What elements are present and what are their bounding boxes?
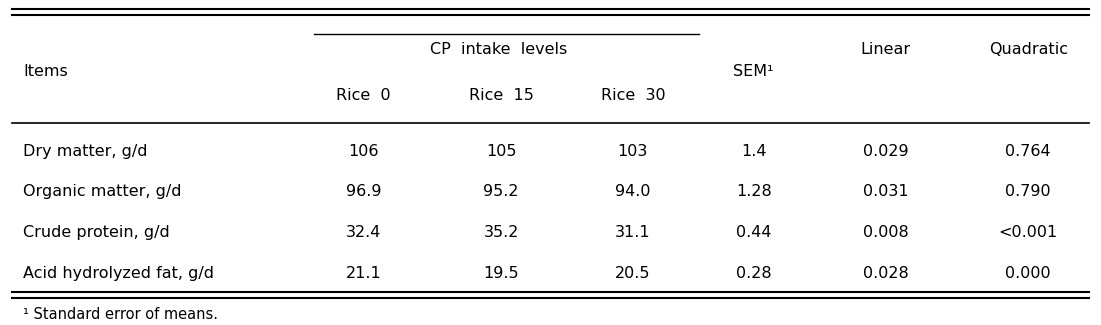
Text: Rice  30: Rice 30 [600,87,665,103]
Text: 0.28: 0.28 [735,266,772,280]
Text: 0.028: 0.028 [862,266,908,280]
Text: 96.9: 96.9 [346,184,382,199]
Text: SEM¹: SEM¹ [733,64,774,79]
Text: Dry matter, g/d: Dry matter, g/d [23,144,148,159]
Text: 32.4: 32.4 [346,225,381,240]
Text: 0.029: 0.029 [863,144,908,159]
Text: 95.2: 95.2 [483,184,519,199]
Text: 103: 103 [618,144,648,159]
Text: 0.44: 0.44 [735,225,772,240]
Text: 1.4: 1.4 [741,144,766,159]
Text: Linear: Linear [860,42,911,57]
Text: 19.5: 19.5 [483,266,519,280]
Text: <0.001: <0.001 [999,225,1058,240]
Text: 1.28: 1.28 [735,184,772,199]
Text: 31.1: 31.1 [615,225,651,240]
Text: Crude protein, g/d: Crude protein, g/d [23,225,170,240]
Text: 0.764: 0.764 [1005,144,1051,159]
Text: 105: 105 [486,144,516,159]
Text: 0.000: 0.000 [1005,266,1051,280]
Text: 35.2: 35.2 [483,225,519,240]
Text: 106: 106 [349,144,379,159]
Text: 21.1: 21.1 [346,266,382,280]
Text: Rice  0: Rice 0 [337,87,391,103]
Text: Acid hydrolyzed fat, g/d: Acid hydrolyzed fat, g/d [23,266,215,280]
Text: 0.008: 0.008 [862,225,908,240]
Text: 0.790: 0.790 [1005,184,1051,199]
Text: Items: Items [23,64,68,79]
Text: 94.0: 94.0 [615,184,651,199]
Text: Organic matter, g/d: Organic matter, g/d [23,184,182,199]
Text: CP  intake  levels: CP intake levels [429,42,567,57]
Text: 20.5: 20.5 [615,266,651,280]
Text: 0.031: 0.031 [863,184,908,199]
Text: ¹ Standard error of means.: ¹ Standard error of means. [23,307,218,322]
Text: Quadratic: Quadratic [989,42,1068,57]
Text: Rice  15: Rice 15 [469,87,534,103]
